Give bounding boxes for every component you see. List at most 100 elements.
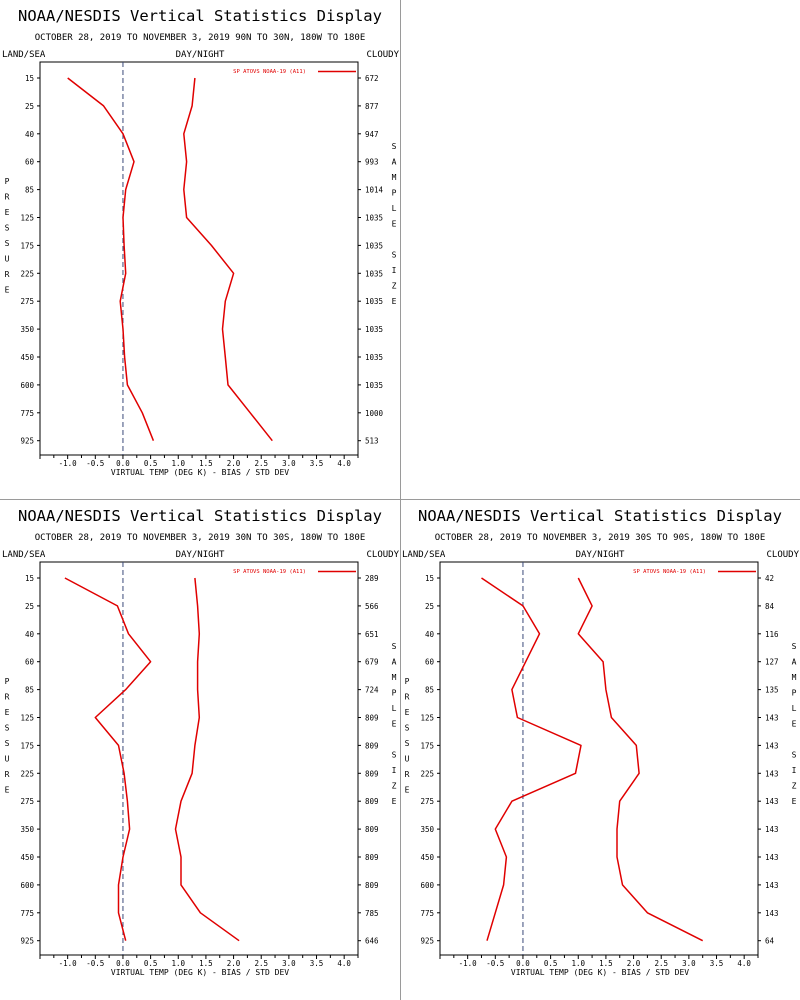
pressure-level-label: 15 [25,574,34,583]
pressure-level-label: 175 [20,241,34,250]
pressure-level-label: 25 [25,102,34,111]
chart-title: NOAA/NESDIS Vertical Statistics Display [418,507,782,525]
x-axis-label: VIRTUAL TEMP (DEG K) - BIAS / STD DEV [111,968,289,977]
pressure-level-label: 450 [420,853,434,862]
chart-title: NOAA/NESDIS Vertical Statistics Display [18,7,382,25]
pressure-level-label: 125 [420,714,434,723]
pressure-level-label: 225 [20,269,34,278]
sample-size-label: 809 [365,853,379,862]
sample-size-label: 1035 [365,241,383,250]
sample-size-label: 809 [365,825,379,834]
pressure-level-label: 225 [20,769,34,778]
sample-size-label: 143 [765,825,779,834]
pressure-level-label: 925 [420,937,434,946]
x-tick-label: 3.0 [682,959,696,968]
header-land-sea: LAND/SEA [402,550,446,560]
chart-subtitle: OCTOBER 28, 2019 TO NOVEMBER 3, 2019 30S… [435,533,766,543]
sample-size-label: 785 [365,909,379,918]
x-tick-label: 2.0 [627,959,641,968]
pressure-level-label: 275 [420,797,434,806]
pressure-level-label: 600 [20,881,34,890]
pressure-level-label: 175 [20,741,34,750]
pressure-level-label: 40 [25,130,35,139]
header-cloudy: CLOUDY [766,550,799,560]
x-tick-label: -0.5 [86,459,104,468]
sample-size-label: 84 [765,602,775,611]
chart-subtitle: OCTOBER 28, 2019 TO NOVEMBER 3, 2019 30N… [35,533,366,543]
x-tick-label: 2.5 [654,959,668,968]
sample-size-label: 513 [365,437,379,446]
pressure-level-label: 600 [20,381,34,390]
x-tick-label: 1.0 [171,959,185,968]
x-tick-label: 3.0 [282,459,296,468]
x-tick-label: 1.5 [199,459,213,468]
sample-size-label: 143 [765,741,779,750]
pressure-level-label: 925 [20,937,34,946]
pressure-level-label: 600 [420,881,434,890]
sample-size-label: 566 [365,602,379,611]
pressure-level-label: 450 [20,853,34,862]
sample-size-label: 1035 [365,269,383,278]
pressure-level-label: 40 [25,630,35,639]
chart-title: NOAA/NESDIS Vertical Statistics Display [18,507,382,525]
chart-svg: NOAA/NESDIS Vertical Statistics Display O… [2,507,400,977]
sample-size-label: 809 [365,881,379,890]
x-tick-label: 0.0 [516,959,530,968]
panel-divider-horizontal [0,499,800,500]
x-tick-label: 2.5 [254,459,268,468]
pressure-level-label: 25 [425,602,434,611]
x-tick-label: 4.0 [337,459,351,468]
pressure-level-label: 60 [25,158,35,167]
sample-size-label: 724 [365,686,379,695]
x-tick-label: -0.5 [86,959,104,968]
x-tick-label: 3.5 [310,959,324,968]
x-tick-label: 0.5 [144,959,158,968]
sample-size-label: 809 [365,769,379,778]
sample-size-label: 809 [365,797,379,806]
pressure-level-label: 925 [20,437,34,446]
chart-panel-south: NOAA/NESDIS Vertical Statistics Display O… [400,500,800,1000]
x-axis-label: VIRTUAL TEMP (DEG K) - BIAS / STD DEV [111,468,289,477]
std-dev-series-line [577,577,704,942]
chart-subtitle: OCTOBER 28, 2019 TO NOVEMBER 3, 2019 90N… [35,33,366,43]
x-tick-label: 0.5 [544,959,558,968]
sample-size-label: 143 [765,853,779,862]
pressure-level-label: 85 [25,186,34,195]
sample-size-label: 143 [765,881,779,890]
pressure-level-label: 60 [425,658,435,667]
panel-divider-vertical [400,0,401,1000]
legend-label: SP ATOVS NOAA-19 (A11) [233,69,306,75]
sample-size-label: 1014 [365,186,384,195]
x-tick-label: -1.0 [459,959,478,968]
x-tick-label: 2.0 [227,459,241,468]
pressure-level-label: 350 [420,825,434,834]
x-tick-label: 0.0 [116,959,130,968]
x-tick-label: 3.5 [310,459,324,468]
pressure-level-label: 15 [425,574,434,583]
header-land-sea: LAND/SEA [2,550,46,560]
sample-size-label: 1035 [365,353,383,362]
x-tick-label: 1.0 [571,959,585,968]
pressure-level-label: 275 [20,797,34,806]
sample-size-label: 289 [365,574,379,583]
sample-size-label: 947 [365,130,379,139]
sample-size-label: 143 [765,797,779,806]
x-tick-label: -1.0 [59,459,78,468]
x-tick-label: 4.0 [337,959,351,968]
sample-size-label: 679 [365,658,379,667]
x-tick-label: 2.5 [254,959,268,968]
header-cloudy: CLOUDY [366,50,399,60]
x-tick-label: 1.5 [199,959,213,968]
pressure-level-label: 350 [20,325,34,334]
pressure-level-label: 25 [25,602,34,611]
chart-svg: NOAA/NESDIS Vertical Statistics Display O… [2,7,400,477]
sample-size-label: 1035 [365,325,383,334]
pressure-level-label: 125 [20,714,34,723]
x-axis-label: VIRTUAL TEMP (DEG K) - BIAS / STD DEV [511,968,689,977]
pressure-level-label: 275 [20,297,34,306]
std-dev-series-line [174,577,240,942]
sample-size-label: 116 [765,630,779,639]
x-tick-label: 3.0 [282,959,296,968]
header-day-night: DAY/NIGHT [176,550,225,560]
